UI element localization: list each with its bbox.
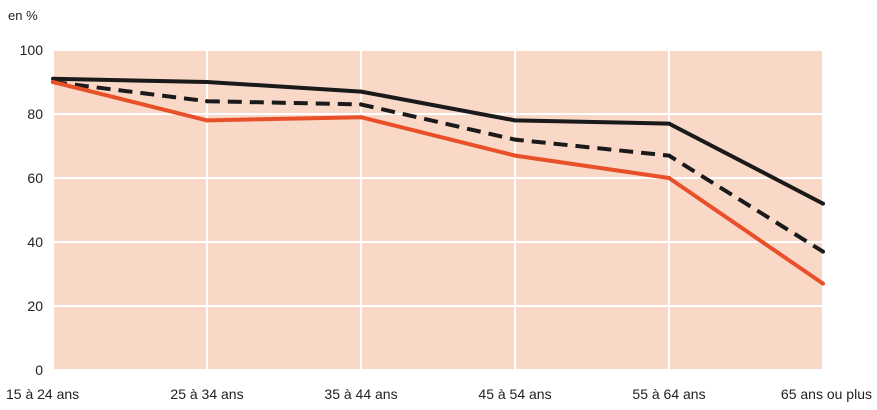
series-2-point-2 [359,115,363,120]
series-line-2 [52,80,825,286]
series-0-point-3 [513,118,517,123]
series-1-point-5 [821,249,825,254]
series-2-point-5 [821,281,825,286]
x-tick-label-0: 15 à 24 ans [6,386,79,402]
y-tick-label-2: 40 [27,234,43,250]
y-tick-label-1: 20 [27,298,43,314]
y-tick-label-4: 80 [27,106,43,122]
series-0-point-1 [205,80,209,84]
series-1-point-1 [205,99,209,104]
series-1-point-2 [359,102,363,107]
series-0-point-4 [667,121,671,126]
axis-layer: 0 20 40 60 80 100 15 à 24 ans 25 à 34 ans 35 à 4… [6,42,872,402]
series-0-point-2 [359,89,363,94]
x-tick-label-1: 25 à 34 ans [170,386,243,402]
series-0-point-0 [51,76,55,81]
series-2-point-4 [667,176,671,180]
series-2-point-1 [205,118,209,123]
x-tick-label-3: 45 à 54 ans [478,386,551,402]
series-0-point-5 [821,201,825,206]
series-2-point-0 [51,80,55,84]
y-tick-label-5: 100 [20,42,44,58]
series-1-point-4 [667,153,671,158]
x-tick-label-2: 35 à 44 ans [324,386,397,402]
x-tick-label-4: 55 à 64 ans [632,386,705,402]
y-unit-label: en % [8,8,38,23]
series-layer [51,76,825,286]
x-tick-label-5: 65 ans ou plus [781,386,872,402]
series-1-point-3 [513,137,517,142]
y-tick-label-0: 0 [35,362,43,378]
series-2-point-3 [513,153,517,158]
y-tick-label-3: 60 [27,170,43,186]
plot-background [53,50,823,370]
series-line-0 [52,76,824,206]
